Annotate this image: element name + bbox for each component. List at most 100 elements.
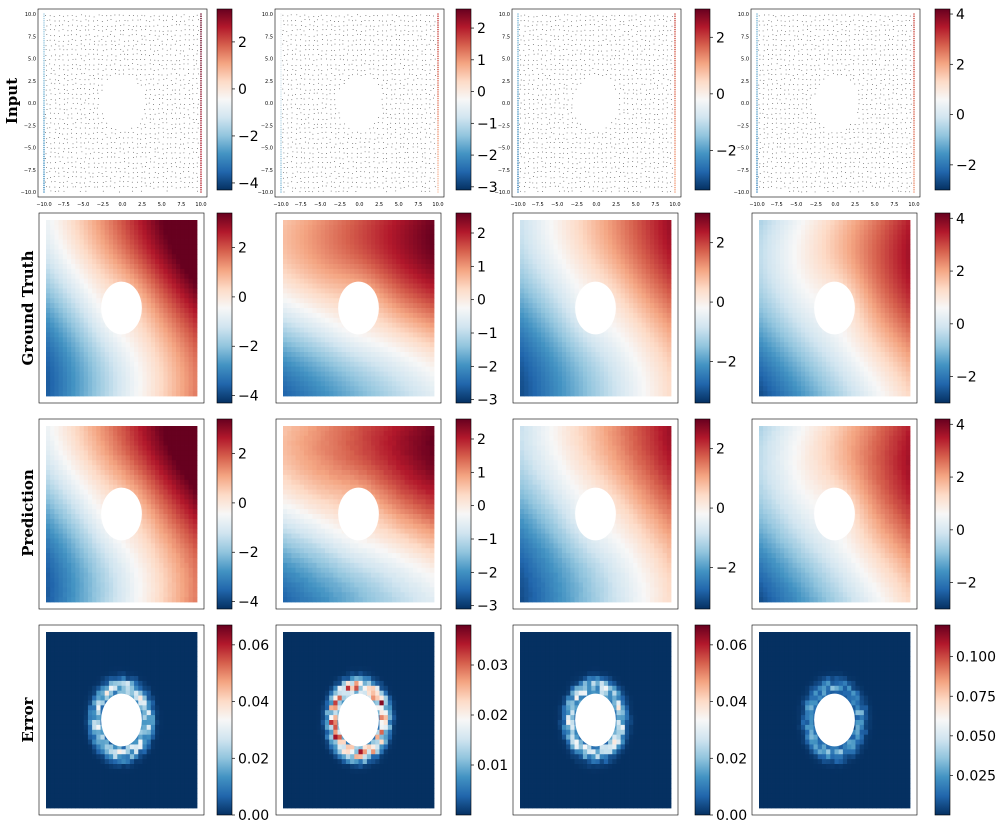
heatmap-cell [163, 381, 169, 387]
heatmap-cell [163, 352, 169, 358]
heatmap-cell [150, 288, 156, 294]
heatmap-cell [58, 646, 64, 652]
heatmap-cell [66, 259, 72, 265]
input-point [133, 45, 134, 47]
input-point [111, 59, 113, 61]
input-point [50, 24, 52, 26]
heatmap-cell [113, 587, 118, 593]
heatmap-cell [180, 543, 185, 549]
heatmap-cell [83, 337, 89, 343]
heatmap-cell [138, 783, 143, 789]
heatmap-cell [146, 715, 152, 721]
heatmap-cell [54, 494, 59, 500]
heatmap-cell [155, 690, 160, 696]
heatmap-cell [62, 249, 68, 255]
heatmap-cell [142, 734, 148, 740]
heatmap-cell [142, 494, 148, 500]
input-point [80, 83, 82, 85]
input-point [196, 166, 198, 168]
heatmap-cell [167, 582, 173, 588]
heatmap-cell [146, 244, 152, 250]
heatmap-cell [142, 376, 148, 382]
input-point [66, 49, 68, 51]
input-point [66, 89, 68, 91]
heatmap-cell [163, 450, 169, 456]
heatmap-cell [96, 759, 101, 765]
heatmap-cell [75, 562, 80, 569]
heatmap-cell [75, 479, 80, 486]
input-point [85, 15, 86, 17]
heatmap-cell [142, 705, 148, 711]
heatmap-cell [46, 518, 51, 525]
heatmap-cell [58, 499, 64, 505]
heatmap-cell [46, 543, 51, 549]
heatmap-cell [66, 759, 72, 765]
input-point [45, 29, 47, 31]
heatmap-cell [184, 474, 190, 481]
heatmap-cell [87, 523, 93, 530]
heatmap-cell [96, 450, 101, 456]
heatmap-cell [62, 435, 68, 442]
heatmap-cell [150, 798, 156, 804]
heatmap-cell [134, 597, 139, 603]
heatmap-cell [138, 332, 143, 338]
heatmap-cell [92, 455, 97, 461]
heatmap-cell [66, 381, 72, 387]
heatmap-cell [58, 220, 64, 226]
heatmap-cell [159, 249, 164, 255]
heatmap-cell [113, 553, 118, 559]
heatmap-cell [58, 518, 64, 525]
input-point [124, 168, 126, 169]
heatmap-cell [66, 494, 72, 500]
heatmap-cell [108, 676, 114, 682]
heatmap-cell [100, 317, 106, 324]
heatmap-cell [100, 445, 106, 451]
heatmap-cell [104, 381, 110, 387]
heatmap-cell [54, 455, 59, 461]
heatmap-cell [66, 308, 72, 314]
heatmap-cell [117, 543, 122, 549]
heatmap-cell [146, 680, 152, 687]
input-point [96, 49, 98, 51]
heatmap-cell [117, 465, 122, 471]
heatmap-cell [142, 450, 148, 456]
input-point [76, 171, 77, 173]
input-point [193, 65, 195, 67]
heatmap-cell [146, 366, 152, 372]
input-point [98, 78, 99, 79]
heatmap-cell [79, 666, 85, 672]
input-point [88, 98, 90, 100]
heatmap-cell [75, 229, 80, 236]
input-point [141, 181, 143, 183]
heatmap-cell [58, 288, 64, 294]
input-point [188, 73, 190, 74]
heatmap-cell [54, 249, 59, 255]
heatmap-cell [108, 597, 114, 603]
input-point [71, 113, 73, 115]
heatmap-cell [155, 749, 160, 755]
heatmap-cell [75, 680, 80, 687]
heatmap-cell [104, 254, 110, 260]
heatmap-cell [75, 773, 80, 780]
x-tick-label: 0.0 [119, 202, 127, 208]
heatmap-cell [46, 592, 51, 598]
heatmap-cell [155, 308, 160, 314]
heatmap-cell [134, 783, 139, 789]
input-point [154, 138, 156, 139]
heatmap-cell [54, 685, 59, 692]
heatmap-cell [92, 518, 97, 525]
input-point [114, 142, 116, 144]
heatmap-cell [87, 430, 93, 437]
heatmap-cell [104, 268, 110, 275]
boundary-point [200, 102, 202, 104]
heatmap-cell [184, 283, 190, 289]
input-point [81, 58, 82, 60]
heatmap-cell [150, 548, 156, 554]
input-point [167, 39, 168, 41]
heatmap-cell [108, 455, 114, 461]
input-point [179, 187, 181, 189]
heatmap-cell [54, 484, 59, 490]
input-point [84, 182, 85, 184]
heatmap-cell [142, 347, 148, 353]
input-point [128, 15, 130, 16]
